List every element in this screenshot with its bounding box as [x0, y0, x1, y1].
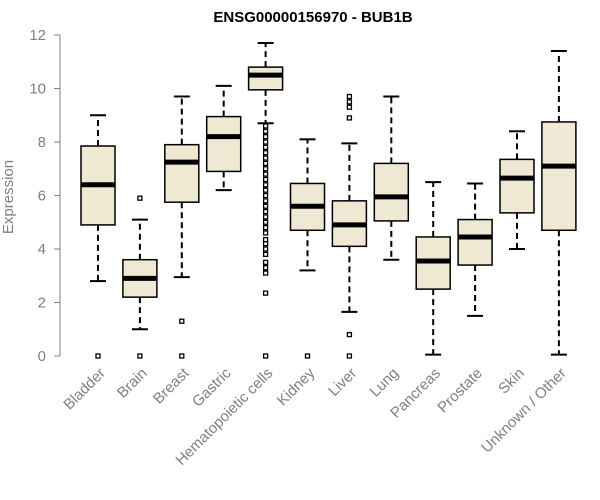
box-group — [289, 138, 326, 359]
y-tick-label: 8 — [38, 134, 46, 151]
x-category-label: Skin — [495, 365, 528, 398]
box-iqr — [205, 115, 242, 173]
x-category-label: Bladder — [60, 365, 109, 414]
outlier-point — [262, 192, 269, 199]
box-group — [541, 50, 577, 356]
outlier-point — [346, 353, 353, 359]
outlier-point — [179, 318, 185, 324]
box-group — [122, 195, 158, 359]
outlier-point — [262, 187, 269, 193]
outlier-point — [137, 353, 143, 359]
outlier-point — [262, 265, 269, 271]
box-group — [499, 130, 535, 250]
outlier-point — [262, 236, 269, 243]
outlier-point — [262, 353, 269, 359]
y-tick-label: 2 — [38, 295, 46, 312]
outlier-point — [262, 203, 269, 209]
y-tick-label: 0 — [38, 348, 46, 365]
y-axis: 0 2 4 6 8 10 12 — [29, 27, 61, 365]
outlier-point — [262, 139, 269, 145]
x-category-label: Liver — [325, 365, 360, 400]
box-group — [80, 114, 116, 359]
outlier-point — [137, 195, 143, 201]
outlier-point — [262, 246, 269, 252]
outlier-point — [262, 214, 269, 220]
y-tick-label: 4 — [38, 241, 46, 258]
box-iqr — [499, 158, 535, 214]
x-category-label: Prostate — [434, 365, 486, 417]
box-group — [457, 182, 493, 317]
outlier-point — [179, 353, 185, 359]
outlier-point — [262, 166, 269, 172]
box-group — [373, 95, 410, 261]
y-tick-label: 10 — [29, 81, 46, 98]
outlier-point — [262, 150, 269, 156]
box-group — [331, 93, 368, 359]
x-category-label: Lung — [367, 365, 403, 401]
box-group — [205, 84, 242, 192]
y-axis-title: Expression — [0, 160, 17, 234]
outlier-point — [262, 219, 269, 225]
outlier-point — [262, 251, 269, 258]
outlier-point — [304, 353, 311, 359]
box-group — [164, 95, 200, 359]
box-iqr — [373, 162, 410, 222]
outlier-point — [262, 259, 269, 266]
box-group — [247, 42, 284, 359]
box-iqr — [164, 143, 200, 203]
box-iqr — [247, 66, 284, 91]
outlier-point — [262, 160, 269, 167]
box-series — [80, 42, 577, 359]
outlier-point — [262, 144, 269, 151]
outlier-point — [262, 198, 269, 204]
outlier-point — [262, 171, 269, 177]
outlier-point — [262, 133, 269, 140]
y-tick-label: 12 — [29, 27, 46, 44]
outlier-point — [262, 182, 269, 188]
outlier-point — [346, 331, 353, 338]
outlier-point — [262, 155, 269, 161]
y-tick-label: 6 — [38, 188, 46, 205]
outlier-point — [262, 230, 269, 236]
outlier-point — [262, 290, 269, 296]
box-iqr — [457, 218, 493, 266]
outlier-point — [262, 270, 269, 276]
outlier-point — [262, 208, 269, 215]
outlier-point — [262, 176, 269, 183]
outlier-point — [346, 93, 353, 100]
outlier-point — [346, 104, 353, 110]
outlier-point — [346, 115, 353, 121]
outlier-point — [346, 99, 353, 105]
box-group — [415, 181, 451, 356]
x-category-label: Kidney — [274, 364, 319, 409]
outlier-point — [95, 353, 101, 359]
x-category-label: Brain — [114, 365, 151, 402]
chart-title: ENSG00000156970 - BUB1B — [213, 9, 412, 26]
box-iqr — [541, 121, 577, 232]
outlier-point — [262, 224, 269, 231]
x-category-label: Breast — [150, 364, 193, 407]
outlier-point — [262, 123, 269, 129]
outlier-point — [262, 128, 269, 134]
